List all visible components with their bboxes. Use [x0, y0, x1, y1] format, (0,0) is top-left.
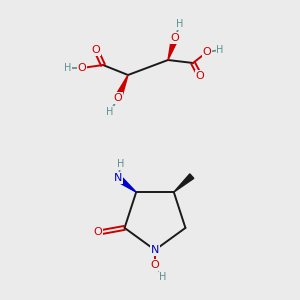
Polygon shape [174, 174, 194, 192]
Text: N: N [151, 245, 159, 255]
Text: H: H [176, 19, 184, 29]
Text: O: O [171, 33, 179, 43]
Polygon shape [115, 75, 128, 99]
Text: O: O [78, 63, 86, 73]
Text: H: H [106, 107, 114, 117]
Text: O: O [202, 47, 211, 57]
Text: O: O [151, 260, 159, 270]
Text: O: O [93, 227, 102, 237]
Text: H: H [159, 272, 167, 282]
Text: O: O [92, 45, 100, 55]
Polygon shape [168, 37, 178, 60]
Polygon shape [116, 175, 136, 192]
Text: N: N [114, 173, 122, 183]
Text: H: H [117, 159, 125, 169]
Text: H: H [64, 63, 72, 73]
Text: O: O [196, 71, 204, 81]
Text: O: O [114, 93, 122, 103]
Text: H: H [216, 45, 224, 55]
